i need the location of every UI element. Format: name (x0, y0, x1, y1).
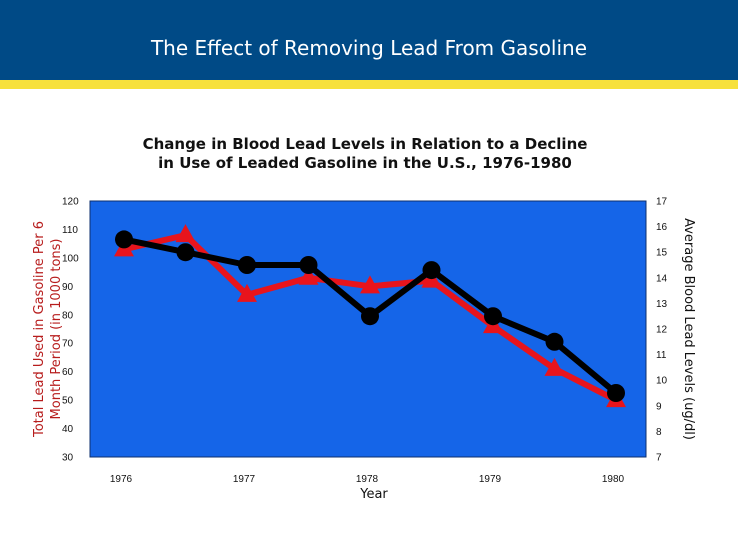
right-axis-ticks: 7 8 9 10 11 12 13 14 15 16 17 (656, 197, 668, 464)
gasoline-point (544, 357, 565, 376)
right-tick-label: 13 (656, 299, 668, 310)
blood-lead-point (484, 307, 502, 326)
chart-title-line-2: in Use of Leaded Gasoline in the U.S., 1… (158, 154, 572, 172)
blood-lead-point (115, 230, 133, 249)
left-tick-label: 110 (62, 225, 78, 236)
right-tick-label: 15 (656, 248, 668, 259)
chart-title: Change in Blood Lead Levels in Relation … (60, 135, 670, 173)
series-layer (114, 224, 626, 408)
right-tick-label: 11 (656, 350, 667, 361)
right-tick-label: 8 (656, 427, 662, 438)
blood-lead-point (299, 256, 318, 274)
right-tick-label: 14 (656, 273, 668, 284)
left-tick-label: 70 (62, 339, 74, 350)
blood-lead-point (422, 261, 441, 280)
left-tick-label: 90 (62, 282, 74, 293)
blood-lead-point (176, 243, 195, 262)
accent-bar (0, 80, 738, 89)
left-axis-title-line-2: Month Period (in 1000 tons) (49, 239, 64, 420)
blood-lead-point (238, 256, 256, 274)
x-tick-label: 1979 (479, 474, 502, 485)
left-tick-label: 40 (62, 424, 74, 435)
blood-lead-point (361, 307, 379, 326)
gasoline-point (237, 283, 257, 302)
x-tick-label: 1980 (602, 474, 625, 485)
x-tick-label: 1976 (110, 474, 133, 485)
left-axis-title: Total Lead Used in Gasoline Per 6 Month … (32, 221, 64, 438)
left-tick-label: 50 (62, 396, 74, 407)
right-axis-title-text: Average Blood Lead Levels (ug/dl) (681, 218, 696, 440)
gasoline-point (298, 266, 319, 285)
slide-header (0, 0, 738, 80)
right-tick-label: 7 (656, 453, 662, 464)
x-axis-title: Year (359, 487, 388, 502)
chart-title-line-1: Change in Blood Lead Levels in Relation … (142, 135, 588, 153)
left-tick-label: 30 (62, 453, 74, 464)
right-tick-label: 16 (656, 222, 668, 233)
right-tick-label: 10 (656, 376, 668, 387)
left-axis-title-line-1: Total Lead Used in Gasoline Per 6 (32, 221, 47, 438)
right-tick-label: 17 (656, 197, 668, 208)
gasoline-point (175, 224, 196, 243)
right-tick-label: 12 (656, 325, 668, 336)
left-tick-label: 100 (62, 253, 79, 264)
left-tick-label: 60 (62, 367, 74, 378)
right-tick-label: 9 (656, 401, 662, 412)
left-tick-label: 80 (62, 310, 74, 321)
left-tick-label: 120 (62, 197, 79, 208)
x-axis-ticks: 1976 1977 1978 1979 1980 (110, 474, 625, 485)
right-axis-title: Average Blood Lead Levels (ug/dl) (681, 218, 696, 440)
gasoline-point (360, 275, 380, 294)
slide-title: The Effect of Removing Lead From Gasolin… (150, 36, 588, 60)
blood-lead-point (607, 384, 625, 402)
x-tick-label: 1978 (356, 474, 379, 485)
blood-lead-point (545, 332, 564, 351)
left-axis-ticks: 30 40 50 60 70 80 90 100 110 120 (62, 197, 79, 464)
x-tick-label: 1977 (233, 474, 256, 485)
